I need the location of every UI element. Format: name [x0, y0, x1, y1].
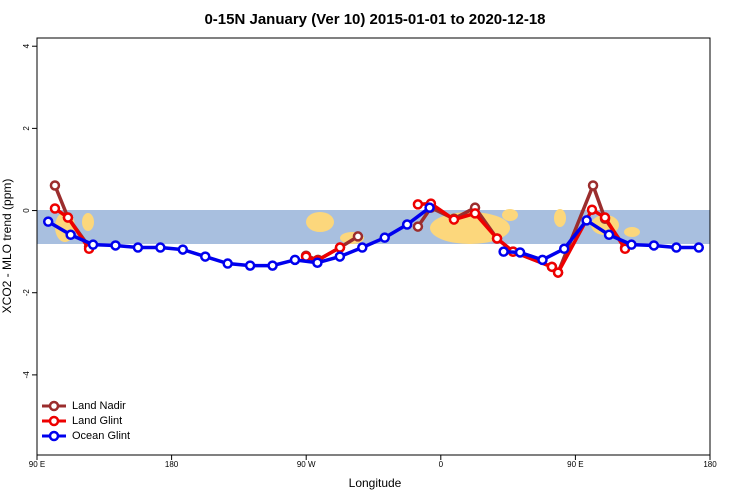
land-shape	[624, 227, 640, 237]
legend-label: Land Nadir	[72, 400, 126, 412]
point	[581, 215, 592, 226]
point	[110, 240, 121, 251]
x-tick-label: 180	[703, 460, 717, 469]
point	[552, 267, 564, 278]
point	[312, 257, 323, 268]
point	[514, 247, 526, 258]
point	[244, 260, 256, 271]
point	[267, 260, 278, 271]
chart-title: 0-15N January (Ver 10) 2015-01-01 to 202…	[204, 11, 545, 28]
y-tick-label: -2	[22, 289, 31, 297]
point	[65, 229, 76, 241]
legend-marker	[48, 430, 60, 442]
point	[49, 180, 61, 191]
point	[379, 232, 390, 243]
land-shape	[502, 209, 518, 221]
point	[42, 216, 54, 227]
point	[626, 239, 637, 250]
point	[62, 212, 74, 223]
y-tick-label: -4	[22, 371, 31, 379]
point	[546, 261, 558, 273]
x-tick-label: 180	[165, 460, 179, 469]
legend-marker	[48, 415, 60, 427]
legend-label: Ocean Glint	[72, 430, 130, 442]
point	[357, 242, 368, 253]
point	[586, 204, 598, 215]
point	[603, 229, 615, 241]
point	[289, 254, 301, 266]
x-tick-label: 90 E	[29, 460, 45, 469]
legend-label: Land Glint	[72, 415, 122, 427]
point	[537, 254, 548, 266]
x-tick-label: 90 E	[567, 460, 583, 469]
point	[693, 242, 705, 253]
plot-frame	[36, 37, 711, 456]
x-tick-label: 0	[439, 460, 444, 469]
point	[200, 251, 211, 262]
point	[412, 199, 424, 210]
point	[671, 242, 682, 253]
point	[448, 214, 460, 225]
point	[177, 244, 189, 255]
point	[334, 242, 346, 253]
point	[424, 202, 435, 213]
y-axis-label: XCO2 - MLO trend (ppm)	[0, 179, 14, 314]
point	[491, 233, 503, 244]
land-shape	[554, 209, 566, 227]
point	[587, 180, 599, 191]
point	[469, 208, 481, 219]
y-tick-label: 4	[22, 43, 31, 48]
point	[132, 242, 144, 253]
point	[412, 221, 424, 232]
y-tick-label: 2	[22, 126, 31, 131]
point	[401, 219, 413, 230]
x-axis-label: Longitude	[349, 476, 402, 490]
point	[498, 246, 509, 257]
point	[155, 242, 166, 253]
point	[352, 231, 364, 242]
point	[558, 243, 570, 255]
point	[334, 251, 346, 262]
point	[49, 203, 61, 214]
y-tick-label: 0	[22, 208, 31, 213]
point	[87, 239, 99, 250]
legend-marker	[48, 400, 60, 412]
point	[222, 258, 233, 269]
x-tick-label: 90 W	[297, 460, 316, 469]
point	[648, 240, 660, 251]
point	[599, 212, 611, 223]
land-shape	[306, 212, 334, 232]
land-shape	[82, 213, 94, 231]
